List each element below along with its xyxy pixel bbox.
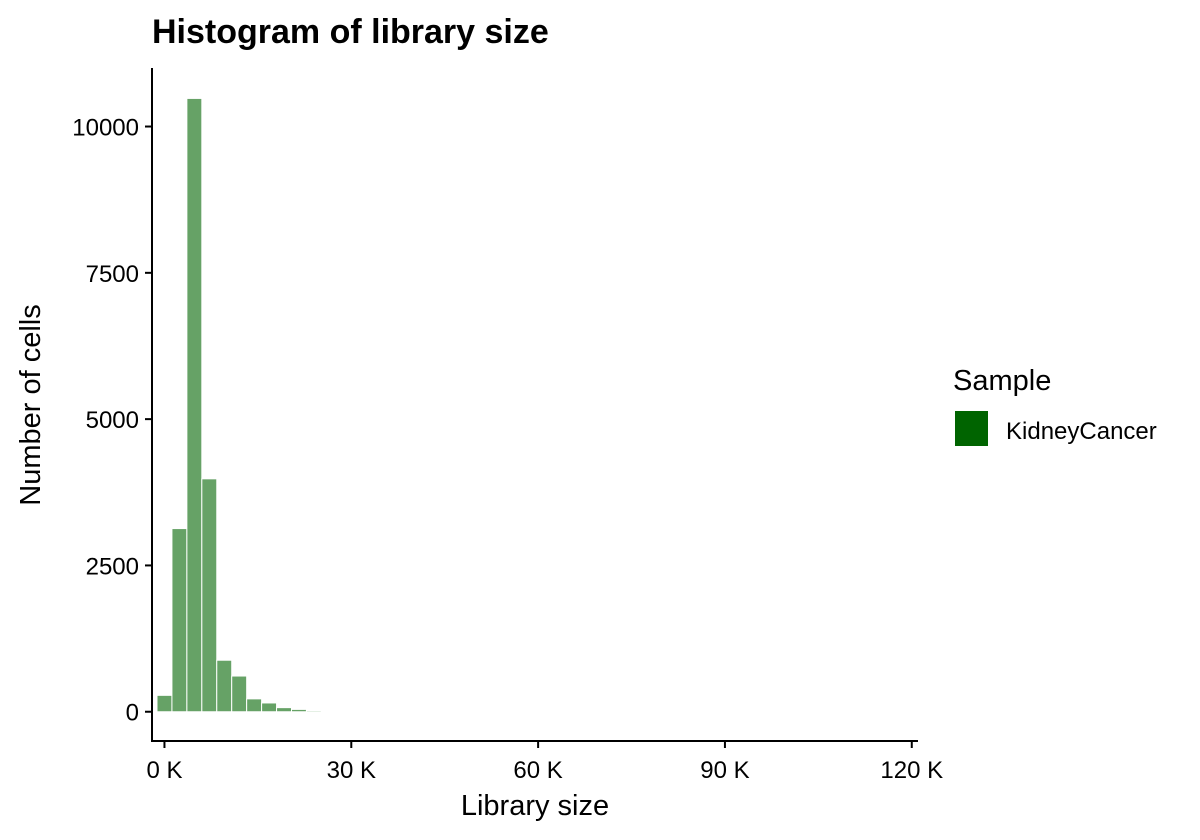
histogram-bar (485, 711, 502, 713)
histogram-bar (500, 711, 517, 713)
histogram-bar (290, 708, 307, 713)
y-tick-label: 0 (126, 700, 139, 727)
histogram-bar (545, 711, 562, 713)
histogram-bar (634, 711, 651, 713)
histogram-bar (649, 711, 666, 713)
histogram-bar (799, 711, 816, 713)
chart-title: Histogram of library size (152, 13, 549, 51)
histogram-bar (858, 711, 875, 713)
histogram-bar (515, 711, 532, 713)
histogram-bar (156, 694, 173, 713)
histogram-bar (694, 711, 711, 713)
legend-swatch (955, 411, 988, 446)
bars-group (156, 97, 890, 713)
x-tick-label: 60 K (513, 757, 562, 784)
x-axis-title: Library size (461, 790, 609, 822)
histogram-bar (440, 711, 457, 713)
x-tick-label: 90 K (700, 757, 749, 784)
histogram-bar (231, 675, 248, 713)
histogram-bar (784, 711, 801, 713)
histogram-bar (604, 711, 621, 713)
y-tick-label: 5000 (86, 407, 139, 434)
histogram-bar (589, 711, 606, 713)
histogram-bar (171, 528, 188, 713)
y-ticks-group: 0 2500 5000 7500 10000 (72, 115, 152, 727)
histogram-bar (276, 707, 292, 713)
y-tick-label: 2500 (86, 553, 139, 580)
legend-label: KidneyCancer (1006, 418, 1157, 445)
histogram-bar (470, 711, 487, 713)
histogram-bar (350, 711, 367, 713)
histogram-bar (724, 711, 741, 713)
histogram-bar (201, 478, 218, 713)
legend: Sample KidneyCancer (953, 365, 1157, 446)
histogram-bar (709, 711, 726, 713)
histogram-bar (410, 711, 427, 713)
histogram-bar (455, 711, 472, 713)
x-tick-label: 30 K (327, 757, 376, 784)
histogram-bar (380, 711, 397, 713)
histogram-bar (246, 698, 263, 713)
histogram-bar (829, 711, 846, 713)
histogram-bar (530, 711, 547, 713)
histogram-bar (574, 711, 591, 713)
x-tick-label: 0 K (146, 757, 182, 784)
histogram-bar (814, 711, 831, 713)
histogram-bar (186, 97, 203, 713)
y-axis-title: Number of cells (15, 304, 47, 505)
histogram-bar (425, 711, 442, 713)
histogram-bar (560, 711, 576, 713)
histogram-bar (395, 711, 412, 713)
histogram-bar (335, 710, 352, 713)
histogram-bar (739, 711, 756, 713)
legend-title: Sample (953, 365, 1051, 397)
histogram-bar (216, 659, 233, 713)
histogram-bar (769, 711, 786, 713)
x-tick-label: 120 K (880, 757, 943, 784)
histogram-bar (365, 711, 382, 713)
histogram-bar (844, 711, 860, 713)
histogram-bar (664, 711, 681, 713)
histogram-bar (873, 711, 890, 713)
x-ticks-group: 0 K 30 K 60 K 90 K 120 K (146, 741, 943, 784)
histogram-bar (679, 711, 696, 713)
histogram-bar (754, 711, 771, 713)
histogram-bar (619, 711, 636, 713)
histogram-bar (261, 702, 278, 713)
y-tick-label: 7500 (86, 261, 139, 288)
y-tick-label: 10000 (72, 115, 139, 142)
histogram-bar (305, 710, 322, 713)
histogram-bar (320, 710, 337, 713)
